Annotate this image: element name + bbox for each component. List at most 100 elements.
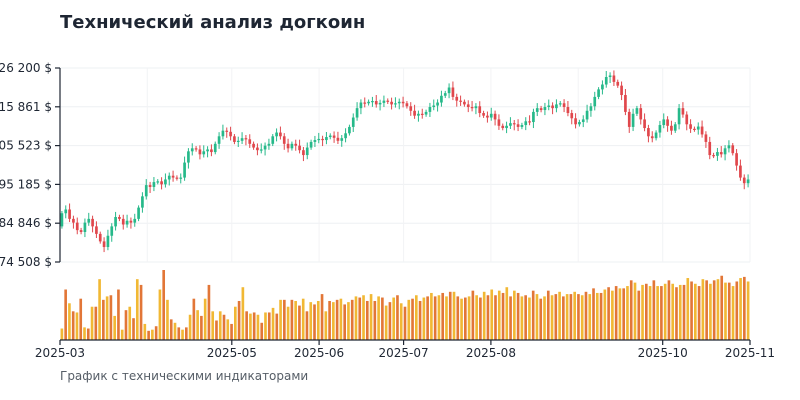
volume-bar [102, 299, 105, 340]
volume-bar [135, 279, 139, 340]
candle-body [68, 209, 71, 219]
candle-body [440, 95, 443, 103]
volume-bar [739, 278, 742, 340]
y-tick-label: 74 508 $ [0, 255, 52, 269]
volume-bar [731, 286, 735, 340]
volume-bar [716, 279, 720, 340]
candle-body [520, 125, 524, 127]
x-tick-label: 2025-06 [294, 346, 344, 360]
candle-body [716, 152, 719, 156]
candle-body [528, 121, 531, 123]
candle-body [509, 123, 512, 126]
volume-bar [667, 280, 671, 340]
candle-body [693, 128, 696, 130]
volume-bar [614, 286, 618, 340]
candle-body [317, 138, 321, 141]
volume-bar [479, 297, 482, 340]
volume-bar [264, 312, 267, 340]
volume-bar [562, 296, 565, 340]
volume-bar [132, 318, 135, 340]
volume-bar [622, 288, 626, 340]
candle-body [601, 84, 604, 90]
volume-bar [577, 294, 580, 340]
volume-bar [64, 289, 67, 340]
candle-body [547, 105, 551, 108]
volume-bar [592, 288, 595, 340]
candle-body [746, 179, 750, 184]
candle-body [60, 213, 64, 227]
volume-bar [230, 323, 233, 340]
candle-body [723, 148, 727, 155]
volume-bar [169, 319, 173, 340]
candle-body [367, 101, 370, 104]
candle-body [516, 124, 520, 127]
candles [60, 70, 750, 253]
volume-bar [384, 305, 388, 340]
volume-bar [298, 305, 301, 340]
volume-bar [320, 294, 324, 340]
candle-body [336, 137, 340, 141]
volume-bar [381, 297, 384, 340]
x-ticks: 2025-03 2025-05 2025-06 2025-07 2025-08 2025-… [35, 340, 775, 360]
candle-body [570, 113, 574, 119]
volume-bar [222, 314, 226, 340]
volume-bar [365, 300, 369, 340]
volume-bar [226, 319, 230, 340]
candle-body [612, 75, 616, 82]
volume-bar [746, 281, 750, 340]
volume-bar [290, 299, 294, 340]
volume-bar [177, 327, 181, 340]
volume-bar [580, 295, 584, 340]
volume-bar [599, 292, 603, 340]
candle-body [267, 143, 271, 146]
volume-bar [660, 286, 663, 340]
candle-body [106, 235, 110, 248]
candle-body [275, 132, 278, 137]
volume-bar [245, 311, 248, 340]
volume-bar [128, 306, 132, 340]
volume-bar [501, 292, 505, 340]
candle-body [616, 81, 620, 86]
candle-body [348, 126, 351, 134]
candle-body [148, 185, 152, 187]
volume-bar [139, 284, 143, 340]
candle-body [240, 138, 244, 141]
candle-body [160, 181, 163, 185]
candle-body [742, 177, 746, 184]
candle-body [374, 101, 378, 105]
volume-bar [162, 270, 166, 340]
volume-bar [543, 296, 546, 340]
candle-body [539, 108, 543, 111]
volume-bar [234, 306, 237, 340]
volume-bar [505, 287, 509, 340]
candle-body [662, 119, 666, 126]
candle-body [87, 218, 91, 223]
volume-bar [271, 307, 275, 340]
candle-body [351, 117, 355, 127]
volume-bar [611, 290, 614, 340]
candle-body [129, 220, 133, 223]
volume-bar [98, 279, 101, 340]
volume-bar [573, 291, 576, 340]
volume-bar [464, 297, 467, 340]
candle-body [543, 107, 547, 111]
candle-body [206, 149, 209, 152]
volume-bar [249, 313, 252, 340]
y-tick-label: 115 861 $ [0, 100, 52, 114]
volume-bar [656, 286, 659, 340]
volume-bar [516, 292, 520, 340]
y-tick-label: 84 846 $ [0, 216, 52, 230]
candle-body [394, 103, 397, 105]
candle-body [486, 115, 489, 118]
candle-body [673, 124, 677, 131]
volume-bar [430, 292, 433, 340]
volume-bar [294, 300, 297, 340]
candle-body [432, 105, 436, 108]
volume-bar [388, 302, 392, 340]
candle-body [121, 218, 125, 225]
volume-bar [147, 330, 150, 340]
candle-body [95, 226, 98, 234]
candle-body [405, 103, 409, 107]
candle-body [110, 226, 114, 236]
candle-body [282, 136, 286, 144]
